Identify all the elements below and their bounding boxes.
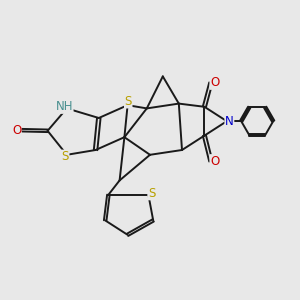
Text: O: O xyxy=(12,124,21,137)
Text: N: N xyxy=(225,115,234,128)
Text: O: O xyxy=(210,155,219,168)
Text: S: S xyxy=(148,187,155,200)
Text: S: S xyxy=(61,150,69,163)
Text: O: O xyxy=(210,76,219,89)
Text: NH: NH xyxy=(56,100,73,113)
Text: S: S xyxy=(124,95,132,108)
